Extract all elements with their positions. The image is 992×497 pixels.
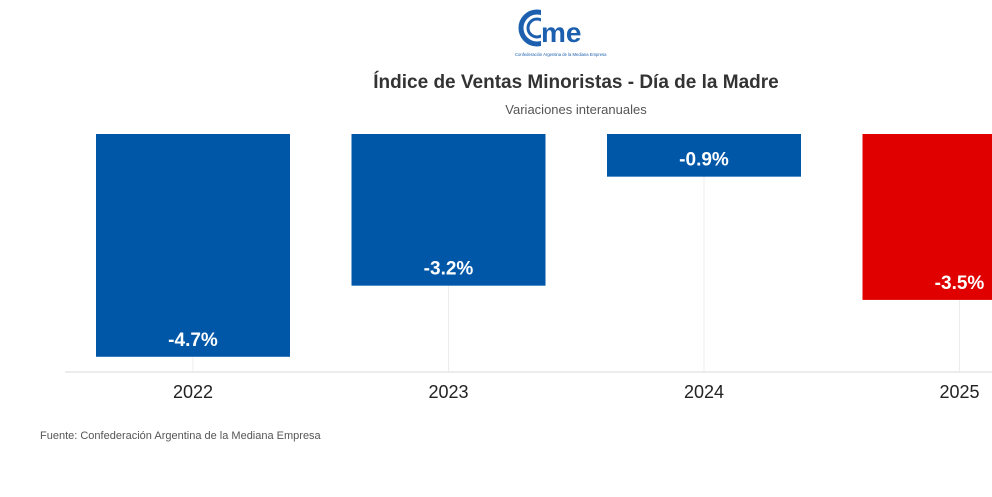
- x-tick-label-2024: 2024: [684, 382, 724, 402]
- x-tick-label-2025: 2025: [939, 382, 979, 402]
- x-tick-label-2023: 2023: [428, 382, 468, 402]
- x-tick-label-2022: 2022: [173, 382, 213, 402]
- data-label-2024: -0.9%: [679, 150, 729, 171]
- source-note: Fuente: Confederación Argentina de la Me…: [40, 430, 321, 442]
- bar-2024: [607, 134, 801, 177]
- chart-subtitle: Variaciones interanuales: [505, 102, 647, 117]
- svg-text:Confederación Argentina de la: Confederación Argentina de la Mediana Em…: [515, 52, 607, 57]
- svg-text:me: me: [541, 17, 581, 48]
- bar-2022: [96, 134, 290, 357]
- bar-2023: [351, 134, 546, 286]
- came-logo: me Confederación Argentina de la Mediana…: [515, 9, 607, 57]
- data-label-2023: -3.2%: [424, 259, 474, 280]
- data-label-2022: -4.7%: [168, 330, 218, 351]
- data-label-2025: -3.5%: [935, 273, 985, 294]
- bar-2025: [862, 134, 992, 300]
- chart-title: Índice de Ventas Minoristas - Día de la …: [373, 72, 779, 93]
